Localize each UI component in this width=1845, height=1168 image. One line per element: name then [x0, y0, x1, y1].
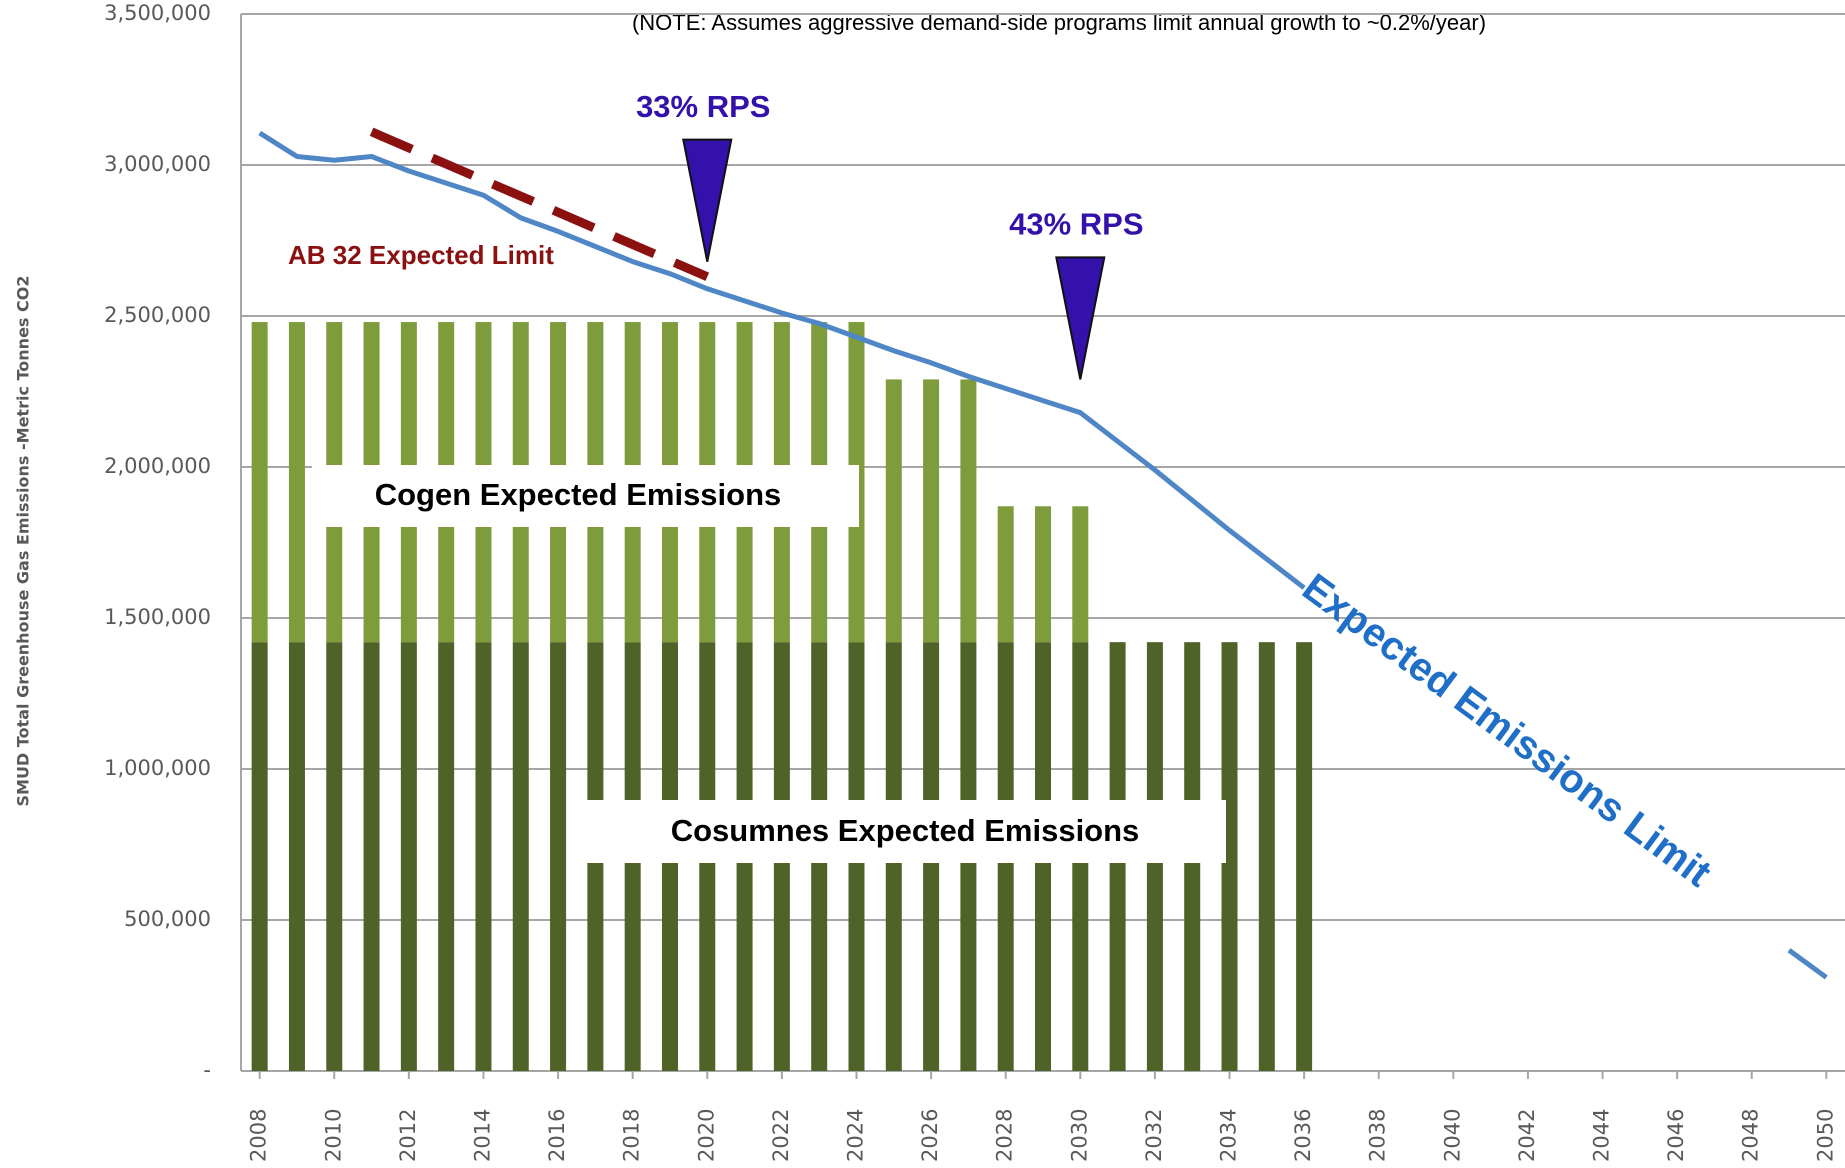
y-tick-label: 3,000,000 — [104, 152, 211, 176]
bar — [960, 379, 977, 643]
bar — [512, 642, 529, 1071]
x-tick-label: 2022 — [769, 1109, 793, 1162]
x-tick-label: 2016 — [545, 1109, 569, 1162]
bar — [438, 642, 455, 1071]
annotation: 43% RPS — [1009, 207, 1143, 242]
bar — [923, 379, 940, 643]
bar — [885, 379, 902, 643]
x-tick-label: 2050 — [1813, 1109, 1837, 1162]
label-box — [583, 800, 1226, 863]
x-tick-label: 2048 — [1739, 1109, 1763, 1162]
x-tick-label: 2040 — [1440, 1109, 1464, 1162]
x-tick-label: 2018 — [620, 1109, 644, 1162]
x-tick-label: 2038 — [1366, 1109, 1390, 1162]
y-tick-label: 1,000,000 — [104, 756, 211, 780]
x-tick-label: 2034 — [1217, 1109, 1241, 1162]
y-tick-label: 500,000 — [124, 907, 211, 931]
x-tick-label: 2036 — [1291, 1109, 1315, 1162]
series-label: Cogen Expected Emissions — [375, 477, 782, 512]
x-tick-label: 2026 — [918, 1109, 942, 1162]
bar — [1258, 642, 1275, 1071]
bar — [1296, 642, 1313, 1071]
x-tick-label: 2044 — [1590, 1109, 1614, 1162]
x-tick-label: 2024 — [843, 1109, 867, 1162]
series-label: Expected Emissions Limit — [1294, 565, 1719, 895]
dashed-line — [369, 127, 710, 281]
bar — [1221, 642, 1238, 1071]
y-tick-label: - — [203, 1058, 211, 1082]
bar — [400, 642, 417, 1071]
x-tick-label: 2042 — [1515, 1109, 1539, 1162]
x-tick-label: 2014 — [470, 1109, 494, 1162]
x-tick-label: 2032 — [1142, 1109, 1166, 1162]
annotation-marker — [1055, 256, 1106, 380]
x-tick-label: 2012 — [396, 1109, 420, 1162]
bar — [251, 642, 268, 1071]
bar — [288, 642, 305, 1071]
annotation: 33% RPS — [636, 89, 770, 124]
label-box — [312, 465, 859, 527]
x-tick-label: 2028 — [993, 1109, 1017, 1162]
series-label: AB 32 Expected Limit — [288, 240, 554, 270]
y-tick-label: 2,500,000 — [104, 303, 211, 327]
x-tick-label: 2020 — [694, 1109, 718, 1162]
bar — [1072, 506, 1089, 643]
y-tick-label: 3,500,000 — [104, 1, 211, 25]
x-tick-label: 2010 — [321, 1109, 345, 1162]
x-tick-label: 2008 — [247, 1109, 271, 1162]
x-tick-label: 2046 — [1664, 1109, 1688, 1162]
bar — [251, 322, 268, 643]
y-tick-label: 1,500,000 — [104, 605, 211, 629]
bar — [326, 642, 343, 1071]
bar — [363, 642, 380, 1071]
series-label: Cosumnes Expected Emissions — [671, 813, 1140, 848]
bar — [550, 642, 567, 1071]
y-axis-title: SMUD Total Greenhouse Gas Emissions -Met… — [14, 276, 33, 807]
line — [258, 130, 1828, 980]
bar — [1035, 506, 1051, 643]
annotation-marker — [682, 138, 733, 262]
x-tick-label: 2030 — [1067, 1109, 1091, 1162]
bar — [475, 642, 492, 1071]
bar — [288, 322, 305, 643]
y-tick-label: 2,000,000 — [104, 454, 211, 478]
bar — [997, 506, 1014, 643]
